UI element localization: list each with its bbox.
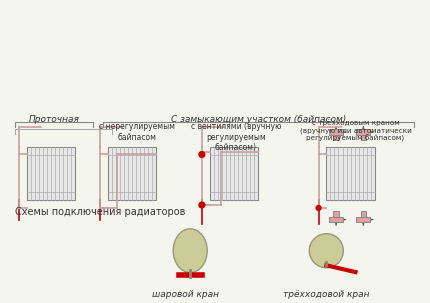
Bar (329, 217, 343, 222)
Text: Проточная: Проточная (29, 115, 80, 124)
Text: с трёхходовым краном
(вручную или автоматически
регулируемым байпасом): с трёхходовым краном (вручную или автома… (300, 119, 412, 142)
Bar (333, 135, 339, 140)
Text: с вентилями (вручную
регулируемым
байпасом): с вентилями (вручную регулируемым байпас… (191, 122, 281, 152)
Bar (333, 211, 339, 217)
Text: шаровой кран: шаровой кран (152, 290, 219, 298)
Text: Схемы подключения радиаторов: Схемы подключения радиаторов (15, 207, 186, 217)
Bar (356, 217, 370, 222)
Ellipse shape (173, 229, 207, 273)
Text: С замыкающим участком (байпасом): С замыкающим участком (байпасом) (171, 115, 346, 124)
Bar (361, 211, 366, 217)
Bar (356, 129, 370, 135)
Ellipse shape (309, 234, 343, 268)
Text: с нерегулируемым
байпасом: с нерегулируемым байпасом (99, 122, 175, 142)
Circle shape (199, 152, 205, 157)
Bar (210, 147, 258, 200)
Bar (329, 129, 343, 135)
Circle shape (316, 205, 321, 210)
Bar (108, 147, 156, 200)
Bar (361, 135, 366, 140)
Circle shape (199, 202, 205, 208)
Bar (326, 147, 375, 200)
Bar (27, 147, 76, 200)
Text: трёхходовой кран: трёхходовой кран (283, 290, 369, 298)
